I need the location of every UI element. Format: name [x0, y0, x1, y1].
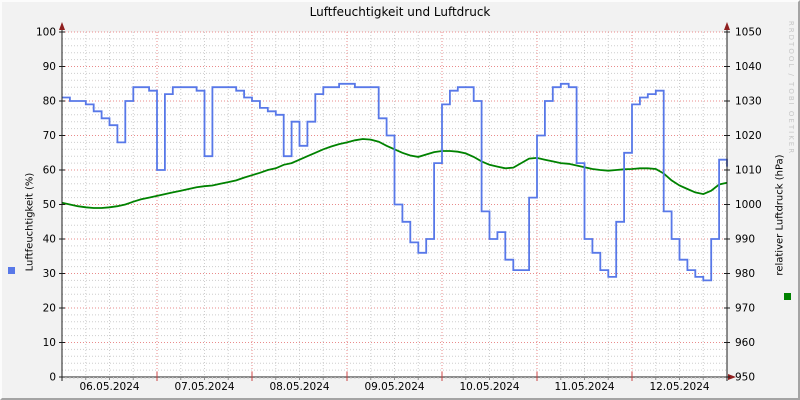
- right-tick-label: 1040: [735, 61, 762, 73]
- left-tick-label: 100: [36, 27, 56, 39]
- right-tick-label: 990: [735, 234, 755, 246]
- left-axis-label: Luftfeuchtigkeit (%): [24, 172, 36, 272]
- chart-title: Luftfeuchtigkeit und Luftdruck: [309, 5, 491, 19]
- date-label: 12.05.2024: [649, 381, 709, 393]
- right-tick-label: 1000: [735, 199, 762, 211]
- pressure-legend-marker: [784, 293, 791, 300]
- left-tick-label: 0: [49, 372, 56, 384]
- right-tick-label: 1010: [735, 165, 762, 177]
- right-tick-label: 960: [735, 337, 755, 349]
- date-label: 09.05.2024: [364, 381, 424, 393]
- date-label: 07.05.2024: [174, 381, 234, 393]
- date-label: 06.05.2024: [79, 381, 139, 393]
- left-tick-label: 20: [43, 303, 56, 315]
- left-tick-label: 60: [43, 165, 56, 177]
- right-axis-arrow: [724, 22, 730, 30]
- left-tick-label: 80: [43, 96, 56, 108]
- left-tick-label: 30: [43, 268, 56, 280]
- left-tick-label: 90: [43, 61, 56, 73]
- humidity-legend-marker: [8, 267, 15, 274]
- date-label: 11.05.2024: [554, 381, 614, 393]
- right-tick-label: 950: [735, 372, 755, 384]
- right-tick-label: 1020: [735, 130, 762, 142]
- right-tick-label: 980: [735, 268, 755, 280]
- date-label: 08.05.2024: [269, 381, 329, 393]
- left-tick-label: 50: [43, 199, 56, 211]
- x-axis-arrow: [728, 374, 736, 380]
- right-tick-label: 1050: [735, 27, 762, 39]
- left-axis-arrow: [59, 22, 65, 30]
- left-tick-label: 70: [43, 130, 56, 142]
- right-tick-label: 1030: [735, 96, 762, 108]
- left-tick-label: 10: [43, 337, 56, 349]
- right-tick-label: 970: [735, 303, 755, 315]
- humidity-series-line: [62, 82, 728, 282]
- left-tick-label: 40: [43, 234, 56, 246]
- rrdtool-watermark: RRDTOOL / TOBI OETIKER: [787, 20, 795, 156]
- date-label: 10.05.2024: [459, 381, 519, 393]
- right-axis-label: relativer Luftdruck (hPa): [774, 154, 786, 276]
